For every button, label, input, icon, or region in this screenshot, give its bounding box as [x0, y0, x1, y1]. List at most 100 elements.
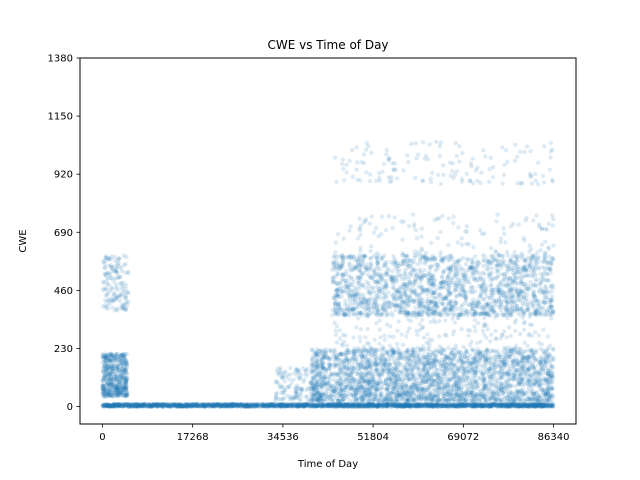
scatter-point — [402, 404, 407, 409]
scatter-point — [110, 376, 115, 382]
scatter-point — [103, 293, 108, 298]
scatter-point — [358, 402, 363, 408]
scatter-point — [395, 403, 401, 409]
scatter-point — [318, 402, 323, 407]
scatter-point — [240, 402, 245, 407]
scatter-point — [456, 404, 461, 409]
scatter-point — [118, 281, 123, 286]
scatter-point — [279, 401, 284, 407]
scatter-point — [308, 402, 313, 407]
scatter-point — [247, 403, 252, 409]
scatter-point — [214, 402, 219, 407]
scatter-point — [296, 403, 301, 408]
scatter-point — [117, 298, 123, 304]
scatter-point — [210, 403, 216, 409]
scatter-point — [521, 402, 526, 407]
scatter-point — [238, 402, 244, 407]
scatter-point — [402, 402, 407, 407]
scatter-point — [315, 402, 320, 408]
scatter-point — [416, 402, 421, 407]
scatter-point — [465, 403, 470, 408]
scatter-point — [214, 403, 220, 408]
scatter-point — [498, 402, 504, 408]
scatter-point — [434, 404, 439, 409]
scatter-point — [501, 403, 506, 408]
scatter-points — [100, 139, 556, 409]
scatter-point — [195, 403, 200, 408]
scatter-point — [114, 402, 120, 408]
scatter-point — [125, 290, 131, 296]
scatter-point — [524, 404, 529, 409]
scatter-point — [444, 403, 450, 409]
scatter-point — [540, 402, 546, 407]
scatter-point — [444, 403, 449, 409]
scatter-point — [260, 403, 265, 408]
scatter-point — [267, 403, 272, 408]
scatter-point — [227, 402, 233, 407]
scatter-point — [161, 402, 166, 408]
scatter-point — [104, 374, 109, 379]
scatter-point — [522, 402, 527, 408]
scatter-point — [106, 402, 112, 408]
scatter-point — [479, 404, 484, 409]
scatter-point — [106, 404, 111, 409]
scatter-point — [300, 404, 306, 409]
scatter-point — [105, 306, 110, 311]
scatter-point — [462, 403, 467, 408]
scatter-point — [133, 402, 138, 407]
scatter-point — [111, 402, 117, 407]
scatter-point — [485, 403, 490, 408]
scatter-point — [434, 402, 439, 408]
scatter-point — [191, 404, 196, 409]
scatter-point — [469, 403, 475, 409]
scatter-point — [215, 402, 220, 407]
scatter-point — [514, 402, 520, 407]
scatter-point — [200, 403, 206, 408]
scatter-point — [455, 404, 461, 409]
scatter-point — [226, 403, 231, 408]
scatter-point — [366, 404, 371, 409]
scatter-point — [535, 402, 540, 408]
scatter-point — [100, 304, 106, 309]
scatter-point — [430, 402, 435, 407]
scatter-point — [224, 403, 229, 409]
scatter-point — [320, 403, 326, 408]
scatter-point — [194, 402, 199, 407]
scatter-point — [393, 403, 398, 408]
scatter-point — [461, 402, 466, 407]
scatter-point — [116, 275, 121, 280]
scatter-point — [213, 404, 219, 409]
scatter-point — [255, 404, 261, 409]
scatter-point — [349, 404, 355, 409]
scatter-point — [191, 403, 196, 408]
scatter-point — [419, 402, 425, 407]
scatter-point — [109, 352, 114, 357]
scatter-point — [201, 403, 207, 409]
scatter-point — [419, 402, 424, 407]
scatter-point — [233, 402, 238, 407]
scatter-point — [493, 402, 498, 407]
scatter-point — [371, 404, 376, 409]
scatter-point — [324, 401, 330, 407]
scatter-point — [334, 402, 339, 407]
scatter-point — [415, 402, 420, 407]
scatter-point — [139, 402, 144, 407]
scatter-point — [388, 402, 394, 408]
scatter-point — [283, 403, 288, 409]
scatter-point — [262, 403, 267, 409]
scatter-point — [116, 389, 121, 394]
scatter-point — [186, 403, 191, 408]
scatter-point — [122, 404, 127, 409]
scatter-point — [537, 402, 542, 408]
scatter-point — [119, 403, 124, 408]
scatter-point — [167, 403, 173, 409]
scatter-point — [438, 404, 443, 409]
scatter-point — [447, 404, 452, 409]
scatter-point — [398, 404, 403, 409]
chart-title: CWE vs Time of Day — [267, 38, 388, 52]
scatter-point — [354, 402, 359, 407]
scatter-point — [479, 362, 484, 368]
scatter-point — [513, 402, 519, 407]
scatter-point — [405, 403, 410, 408]
scatter-point — [502, 401, 507, 407]
